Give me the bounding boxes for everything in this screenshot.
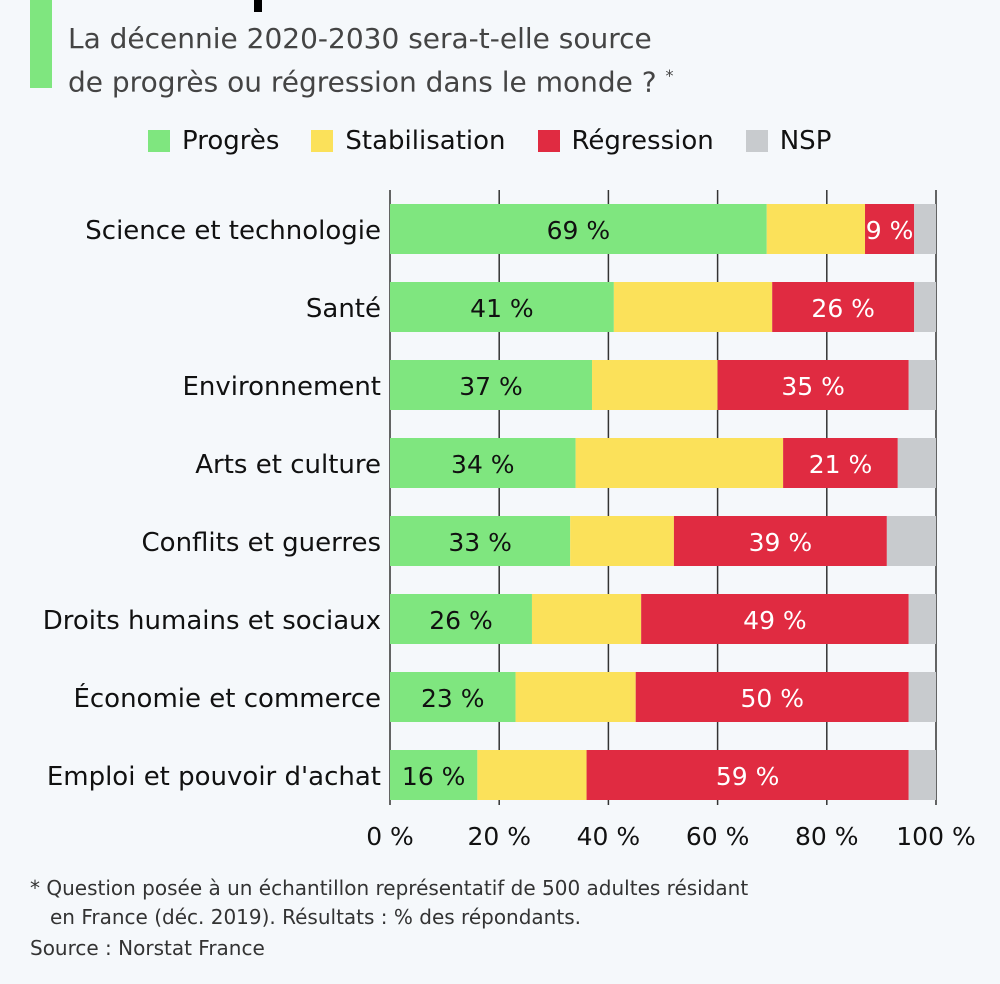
bar-segment-stabilisation [592,360,718,410]
bar-segment-progrès [390,438,576,488]
bar-segment-stabilisation [613,282,773,332]
data-label: 50 % [740,684,804,713]
x-tick-label: 0 % [366,822,414,851]
bar-segment-nsp [908,672,936,722]
x-tick-label: 80 % [795,822,859,851]
bar-segment-nsp [897,438,936,488]
data-label: 59 % [716,762,780,791]
bar-segment-nsp [914,204,936,254]
x-tick-label: 20 % [467,822,531,851]
data-label: 26 % [429,606,493,635]
bar-segment-stabilisation [766,204,866,254]
bar-segment-stabilisation [570,516,674,566]
data-label: 35 % [781,372,845,401]
bar-segment-progrès [390,360,593,410]
data-label: 69 % [547,216,611,245]
category-label: Emploi et pouvoir d'achat [47,762,381,792]
data-label: 9 % [866,216,914,245]
data-label: 23 % [421,684,485,713]
bar-segment-nsp [908,594,936,644]
data-label: 49 % [743,606,807,635]
legend-item: Progrès [148,126,279,156]
legend-label: Régression [571,126,714,156]
bar-segment-régression [772,282,915,332]
source-text: Source : Norstat France [30,936,265,960]
bar-segment-régression [717,360,909,410]
legend-swatch [745,130,768,152]
category-label: Conflits et guerres [142,528,381,558]
data-label: 37 % [459,372,523,401]
bar-segment-nsp [886,516,936,566]
legend-swatch [148,130,170,152]
bar-segment-progrès [390,204,767,254]
data-label: 33 % [448,528,512,557]
bar-segment-progrès [390,516,571,566]
legend: Progrès Stabilisation Régression NSP [148,126,863,156]
title-fragment [254,0,262,12]
bar-segment-régression [641,594,909,644]
bar-segment-stabilisation [477,750,587,800]
bar-segment-nsp [908,360,936,410]
category-label: Arts et culture [195,450,381,480]
bar-segment-stabilisation [531,594,642,644]
x-tick-label: 60 % [686,822,750,851]
legend-label: NSP [779,126,832,156]
legend-swatch [311,130,334,152]
subtitle-asterisk: * [665,66,674,85]
bar-segment-nsp [914,282,936,332]
legend-label: Progrès [182,126,280,156]
bar-segment-régression [586,750,909,800]
bar-segment-stabilisation [575,438,784,488]
data-label: 39 % [749,528,813,557]
bar-segment-régression [865,204,915,254]
bar-segment-régression [673,516,887,566]
legend-item: NSP [745,126,832,156]
legend-item: Régression [537,126,714,156]
category-label: Environnement [183,372,382,402]
legend-item: Stabilisation [311,126,506,156]
accent-bar [30,0,52,88]
data-label: 26 % [811,294,875,323]
category-label: Économie et commerce [73,682,381,714]
bar-segment-nsp [908,750,936,800]
bar-segment-régression [635,672,909,722]
bar-segment-progrès [390,672,516,722]
data-label: 21 % [809,450,873,479]
data-label: 16 % [402,762,466,791]
footnote-line2: en France (déc. 2019). Résultats : % des… [50,905,581,929]
category-label: Droits humains et sociaux [43,606,381,636]
x-tick-label: 100 % [896,822,975,851]
subtitle-line1: La décennie 2020-2030 sera-t-elle source [68,22,652,55]
footnote-line1: * Question posée à un échantillon représ… [30,876,749,900]
x-tick-label: 40 % [577,822,641,851]
chart-subtitle: La décennie 2020-2030 sera-t-elle source… [68,20,674,100]
legend-swatch [537,130,560,152]
category-label: Science et technologie [85,216,381,246]
data-label: 34 % [451,450,515,479]
bar-segment-régression [783,438,898,488]
bar-segment-progrès [390,750,478,800]
data-label: 41 % [470,294,534,323]
bar-segment-progrès [390,594,532,644]
subtitle-line2: de progrès ou régression dans le monde ? [68,65,657,99]
bar-segment-progrès [390,282,614,332]
legend-label: Stabilisation [345,126,506,156]
bar-segment-stabilisation [515,672,636,722]
category-label: Santé [306,294,381,324]
